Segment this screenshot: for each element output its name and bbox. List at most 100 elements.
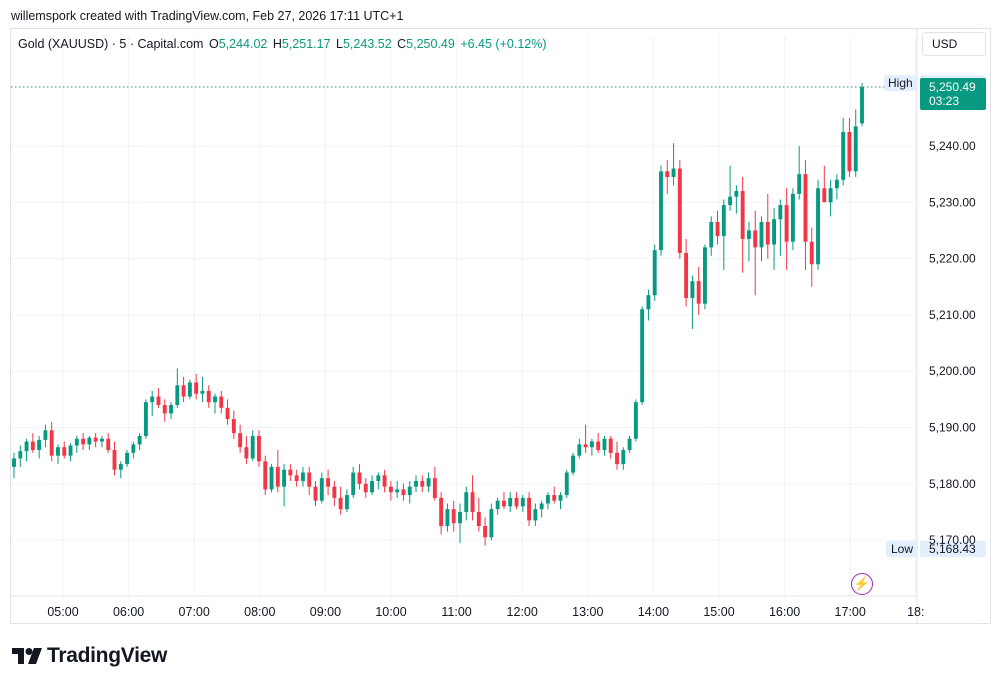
candle-body — [696, 281, 701, 304]
candle-body — [401, 489, 406, 496]
candle-body — [169, 404, 173, 414]
time-tick-label: 16:00 — [769, 605, 800, 619]
candle-body — [388, 486, 393, 493]
time-tick-label: 13:00 — [572, 605, 603, 619]
last-price-value: 5,250.49 — [929, 80, 976, 94]
candle-body — [659, 171, 663, 251]
candle-body — [49, 430, 54, 456]
candle-body — [81, 438, 86, 445]
time-tick-label: 11:00 — [441, 605, 471, 619]
high-marker-bg — [884, 75, 918, 92]
candle-body — [263, 461, 268, 490]
candle-body — [495, 500, 500, 510]
tradingview-logo[interactable]: TradingView — [12, 644, 167, 668]
candle-body — [502, 500, 506, 507]
brand-name: TradingView — [47, 644, 168, 667]
candle-body — [640, 309, 645, 403]
time-tick-label: 08:00 — [244, 605, 275, 619]
candle-body — [709, 222, 714, 248]
candle-body — [407, 486, 412, 496]
candle-body — [181, 385, 186, 397]
candle-body — [275, 466, 280, 487]
candle-body — [552, 495, 557, 501]
low-value: 5,243.52 — [342, 37, 392, 51]
candle-body — [313, 486, 318, 501]
candle-body — [721, 205, 726, 237]
candle-body — [853, 126, 858, 172]
time-tick-label: 06:00 — [113, 605, 144, 619]
candle-body — [288, 469, 293, 476]
price-tick-label: 5,200.00 — [929, 364, 976, 378]
time-tick-label: 17:00 — [835, 605, 866, 619]
low-marker-value: 5,168.43 — [929, 542, 976, 556]
time-tick-label: 15:00 — [703, 605, 734, 619]
time-tick-label: 09:00 — [310, 605, 341, 619]
chart-grid — [11, 29, 918, 623]
candle-body — [439, 497, 444, 527]
candle-body — [703, 247, 707, 304]
candle-body — [828, 188, 833, 203]
candle-body — [74, 438, 79, 446]
candle-body — [357, 472, 362, 484]
candle-body — [344, 495, 349, 510]
candle-body — [99, 438, 104, 442]
candle-body — [30, 441, 35, 451]
lightning-icon[interactable]: ⚡ — [851, 573, 873, 595]
candle-body — [131, 444, 136, 453]
candle-body — [816, 188, 820, 265]
candle-body — [219, 396, 224, 408]
time-tick-label: 07:00 — [179, 605, 210, 619]
close-label: C — [397, 37, 407, 51]
candle-body — [684, 252, 689, 299]
candle-body — [784, 205, 789, 242]
candle-body — [43, 430, 48, 440]
candle-body — [150, 396, 155, 403]
symbol-title: Gold (XAUUSD) · 5 · Capital.com — [18, 37, 204, 51]
candle-body — [112, 450, 117, 470]
candle-body — [395, 489, 400, 493]
candle-body — [445, 509, 450, 527]
candle-body — [162, 404, 167, 414]
candle-body — [621, 450, 626, 465]
low-value-bg — [920, 540, 986, 557]
candle-body — [577, 444, 582, 456]
low-marker-label: Low — [891, 542, 913, 556]
candle-body — [56, 447, 60, 456]
candle-body — [156, 396, 161, 405]
price-tick-label: 5,220.00 — [929, 252, 976, 266]
candle-body — [351, 472, 356, 496]
candle-body — [778, 205, 783, 220]
candle-body — [790, 193, 795, 242]
candle-body — [175, 385, 180, 405]
candle-body — [370, 480, 374, 493]
price-tick-label: 5,230.00 — [929, 195, 976, 209]
candle-body — [382, 475, 387, 487]
time-tick-label: 05:00 — [47, 605, 78, 619]
tradingview-logo-icon — [12, 648, 42, 664]
candle-body — [690, 281, 695, 299]
candle-body — [564, 472, 569, 496]
candle-body — [269, 466, 274, 490]
candle-body — [596, 441, 601, 451]
candle-body — [740, 191, 745, 239]
candle-body — [194, 382, 199, 394]
price-tick-label: 5,180.00 — [929, 477, 976, 491]
candle-body — [12, 458, 16, 467]
time-tick-label: 12:00 — [507, 605, 538, 619]
candle-body — [753, 230, 758, 248]
candle-body — [545, 495, 550, 504]
candle-body — [489, 509, 494, 538]
chart-panel[interactable] — [10, 28, 991, 624]
candle-body — [470, 492, 475, 512]
candle-body — [608, 438, 613, 453]
candle-body — [37, 439, 42, 451]
candle-body — [520, 497, 525, 507]
candle-body — [187, 382, 192, 397]
candle-body — [319, 478, 324, 501]
candle-body — [414, 480, 418, 487]
currency-button[interactable]: USD — [922, 32, 986, 56]
candle-body — [125, 452, 130, 465]
candle-body — [847, 131, 852, 172]
candle-body — [533, 509, 538, 521]
